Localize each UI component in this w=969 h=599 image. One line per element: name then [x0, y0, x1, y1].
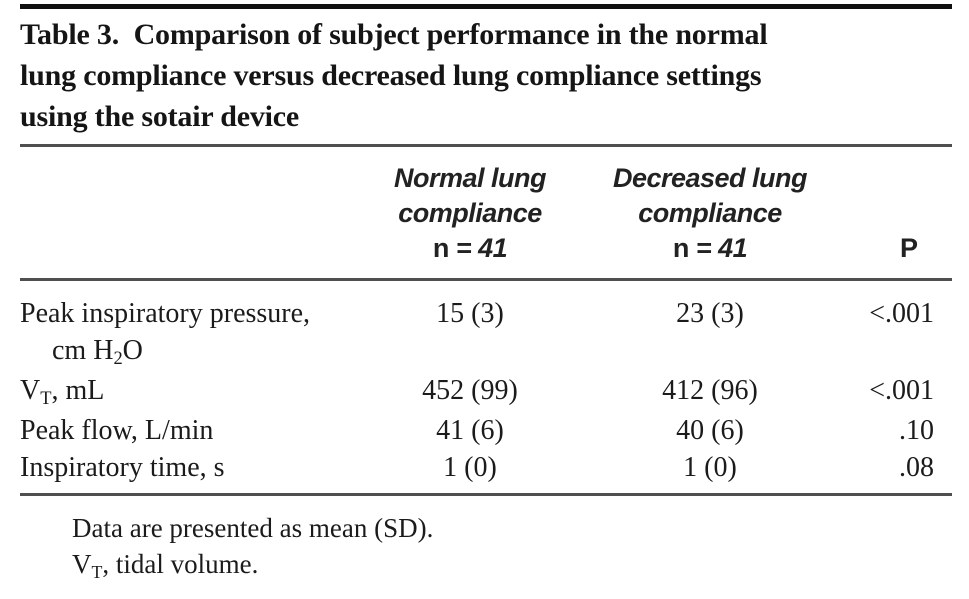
table-row-tidal-volume: VT, mL 452 (99) 412 (96) <.001: [20, 372, 952, 412]
header-top-rule: [20, 144, 952, 147]
n-symbol: n: [672, 233, 690, 263]
row-label-line1: Peak inspiratory pressure,: [20, 298, 311, 329]
value-p: <.001: [869, 375, 934, 406]
n-value: = 41: [448, 233, 508, 263]
table-row-inspiratory-time: Inspiratory time, s 1 (0) 1 (0) .08: [20, 449, 952, 486]
column-header-decreased-lung: Decreased lung compliance n = 41: [590, 161, 830, 266]
table-footnotes: Data are presented as mean (SD). VT, tid…: [20, 496, 952, 585]
value-p: <.001: [869, 298, 934, 329]
table-title-line1: Table 3. Comparison of subject performan…: [20, 18, 768, 51]
table-row-peak-inspiratory-pressure: Peak inspiratory pressure, cm H2O 15 (3)…: [20, 295, 952, 372]
decreased-lung-name-line2: compliance: [638, 198, 782, 228]
row-label: Inspiratory time, s: [20, 452, 225, 483]
value-normal: 15 (3): [436, 298, 504, 329]
normal-lung-n-count: n = 41: [432, 231, 508, 266]
header-bottom-rule: [20, 278, 952, 281]
column-header-row: Normal lung compliance n = 41 Decreased …: [20, 147, 952, 278]
unit-text-end: O: [122, 335, 143, 366]
subscript-t: T: [91, 561, 103, 582]
unit-text: cm H: [52, 335, 114, 366]
unit-text: , mL: [51, 375, 105, 406]
table-title-line2: lung compliance versus decreased lung co…: [20, 59, 762, 92]
value-normal: 1 (0): [443, 452, 497, 483]
footnote-mean-sd: Data are presented as mean (SD).: [72, 513, 434, 543]
footnote-tidal-volume: VT, tidal volume.: [72, 546, 952, 585]
row-label: Peak inspiratory pressure, cm H2O: [20, 295, 350, 372]
table-top-rule: [20, 4, 952, 9]
subscript-2: 2: [113, 347, 123, 368]
normal-lung-name-line2: compliance: [398, 198, 542, 228]
value-decreased: 23 (3): [676, 298, 744, 329]
normal-lung-name-line1: Normal lung: [393, 163, 547, 193]
vt-symbol: V: [72, 549, 92, 579]
value-p: .10: [899, 415, 934, 446]
value-p: .08: [899, 452, 934, 483]
journal-table-figure: Table 3. Comparison of subject performan…: [0, 4, 969, 599]
table-row-peak-flow: Peak flow, L/min 41 (6) 40 (6) .10: [20, 412, 952, 449]
decreased-lung-name-line1: Decreased lung: [612, 163, 808, 193]
row-label-line2: cm H2O: [20, 332, 350, 372]
value-decreased: 40 (6): [676, 415, 744, 446]
table-body: Peak inspiratory pressure, cm H2O 15 (3)…: [20, 281, 952, 493]
row-label: Peak flow, L/min: [20, 415, 214, 446]
vt-symbol: V: [20, 375, 41, 406]
column-header-normal-lung: Normal lung compliance n = 41: [350, 161, 590, 266]
row-label: VT, mL: [20, 372, 350, 412]
table-title-line3: using the sotair device: [20, 100, 300, 133]
table-title: Table 3. Comparison of subject performan…: [20, 14, 952, 137]
value-normal: 452 (99): [422, 375, 518, 406]
value-normal: 41 (6): [436, 415, 504, 446]
subscript-t: T: [40, 387, 52, 408]
footnote-text: , tidal volume.: [102, 549, 259, 579]
table-bottom-rule: [20, 493, 952, 496]
n-value: = 41: [688, 233, 748, 263]
value-decreased: 1 (0): [683, 452, 737, 483]
decreased-lung-n-count: n = 41: [672, 231, 748, 266]
column-header-p: P: [899, 233, 918, 263]
n-symbol: n: [432, 233, 450, 263]
value-decreased: 412 (96): [662, 375, 758, 406]
